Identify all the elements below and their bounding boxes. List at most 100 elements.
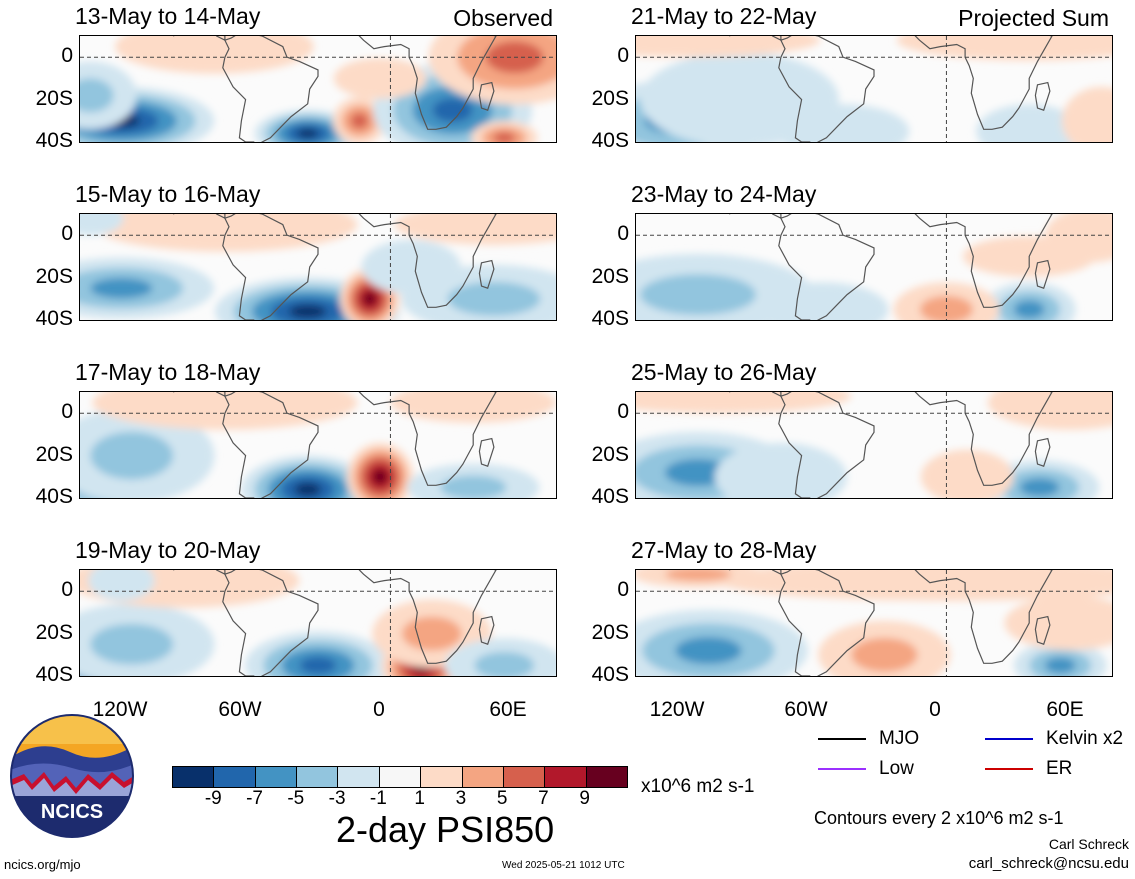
map-panel: [79, 35, 557, 143]
map-panel: [635, 391, 1113, 499]
colorbar-label: -9: [204, 788, 222, 809]
y-tick-label: 0: [617, 578, 629, 602]
plot-title: 2-day PSI850: [336, 809, 555, 850]
legend-label-kelvin: Kelvin x2: [1046, 728, 1124, 749]
colorbar-label: 1: [414, 788, 425, 809]
anomaly-contour: [851, 637, 918, 672]
y-tick-label: 20S: [35, 442, 73, 466]
y-tick-label: 40S: [591, 129, 629, 152]
y-tick-label: 20S: [35, 620, 73, 644]
anomaly-contour: [333, 58, 427, 99]
colorbar-label: 5: [496, 788, 508, 809]
x-tick-60w-right: 60W: [784, 698, 828, 721]
panel-title: 17-May to 18-May: [75, 359, 261, 385]
colorbar-label: -5: [287, 788, 305, 809]
panel-title: 13-May to 14-May: [75, 3, 261, 29]
anomaly-contour: [636, 36, 821, 58]
anomaly-contour: [289, 304, 327, 319]
map-svg: [636, 36, 1112, 142]
anomaly-contour: [92, 214, 358, 252]
map-panel: [79, 391, 557, 499]
anomaly-contour: [90, 278, 153, 299]
colorbar-label: 3: [455, 788, 467, 809]
panel-title: 21-May to 22-May: [631, 3, 817, 29]
y-tick-label: 40S: [591, 307, 629, 330]
y-tick-label: 40S: [591, 663, 629, 686]
anomaly-contour: [664, 570, 732, 582]
colorbar-swatch: [545, 767, 587, 787]
legend-label-er: ER: [1046, 758, 1073, 779]
website-link[interactable]: ncics.org/mjo: [4, 857, 81, 872]
anomaly-contour: [80, 78, 114, 113]
anomaly-contour: [90, 623, 174, 665]
y-tick-label: 20S: [591, 264, 629, 288]
x-tick-120w-left: 120W: [92, 698, 148, 721]
coastline: [173, 570, 226, 576]
map-panel: [79, 569, 557, 677]
coastline: [914, 570, 1053, 664]
anomaly-contour: [394, 214, 556, 245]
coastline: [914, 392, 1053, 486]
coastline: [1034, 259, 1051, 289]
anomaly-contour: [115, 36, 314, 74]
author-email: carl_schreck@ncsu.edu: [968, 855, 1129, 872]
anomaly-contour: [363, 292, 376, 305]
ncics-logo: NCICS: [10, 714, 134, 838]
colorbar-label: -3: [328, 788, 346, 809]
y-tick-label: 0: [61, 222, 73, 246]
colorbar-swatch: [379, 767, 422, 787]
anomaly-contour: [373, 470, 387, 484]
colorbar-swatch: [503, 767, 546, 787]
coastline: [358, 570, 497, 664]
map-panel: [635, 569, 1113, 677]
y-tick-label: 40S: [591, 485, 629, 508]
anomaly-contour: [714, 442, 848, 498]
logo-text: NCICS: [41, 801, 103, 823]
anomaly-contour: [402, 616, 462, 651]
units-label: x10^6 m2 s-1: [641, 776, 755, 797]
anomaly-contour: [1044, 657, 1076, 674]
y-tick-label: 40S: [35, 485, 73, 508]
map-svg: [636, 570, 1112, 676]
colorbar-swatch: [255, 767, 298, 787]
panel-title: 27-May to 28-May: [631, 537, 817, 563]
panel-title: 23-May to 24-May: [631, 181, 817, 207]
anomaly-contour: [294, 482, 321, 497]
map-svg: [636, 214, 1112, 320]
coastline: [729, 36, 782, 42]
map-svg: [80, 36, 556, 142]
coastline: [1034, 81, 1051, 111]
coastline: [358, 214, 497, 308]
y-tick-label: 40S: [35, 307, 73, 330]
coastline: [478, 615, 495, 645]
legend-line-kelvin: [985, 738, 1033, 740]
colorbar-swatch: [462, 767, 504, 787]
coastline: [478, 437, 495, 467]
y-tick-label: 0: [61, 578, 73, 602]
y-tick-label: 20S: [591, 442, 629, 466]
colorbar-swatch: [173, 767, 215, 787]
coastline: [778, 214, 875, 320]
legend-line-er: [985, 768, 1033, 770]
x-tick-60e-left: 60E: [489, 698, 527, 721]
contour-note: Contours every 2 x10^6 m2 s-1: [814, 808, 1064, 828]
anomaly-contour: [675, 636, 742, 665]
anomaly-contour: [987, 392, 1112, 430]
anomaly-contour: [920, 449, 1014, 498]
x-tick-120w-right: 120W: [649, 698, 705, 721]
coastline: [914, 36, 1053, 130]
y-tick-label: 0: [617, 222, 629, 246]
anomaly-contour: [80, 214, 124, 236]
coastline: [729, 392, 782, 398]
anomaly-contour: [90, 431, 174, 480]
anomaly-contour: [1061, 86, 1112, 142]
coastline: [173, 392, 226, 398]
coastline: [222, 214, 319, 320]
anomaly-contour: [390, 392, 556, 423]
anomaly-contour: [361, 239, 461, 295]
coastline: [222, 392, 319, 498]
anomaly-contour: [440, 475, 507, 498]
panel-title: 15-May to 16-May: [75, 181, 261, 207]
y-tick-label: 0: [617, 400, 629, 424]
y-tick-label: 40S: [35, 663, 73, 686]
